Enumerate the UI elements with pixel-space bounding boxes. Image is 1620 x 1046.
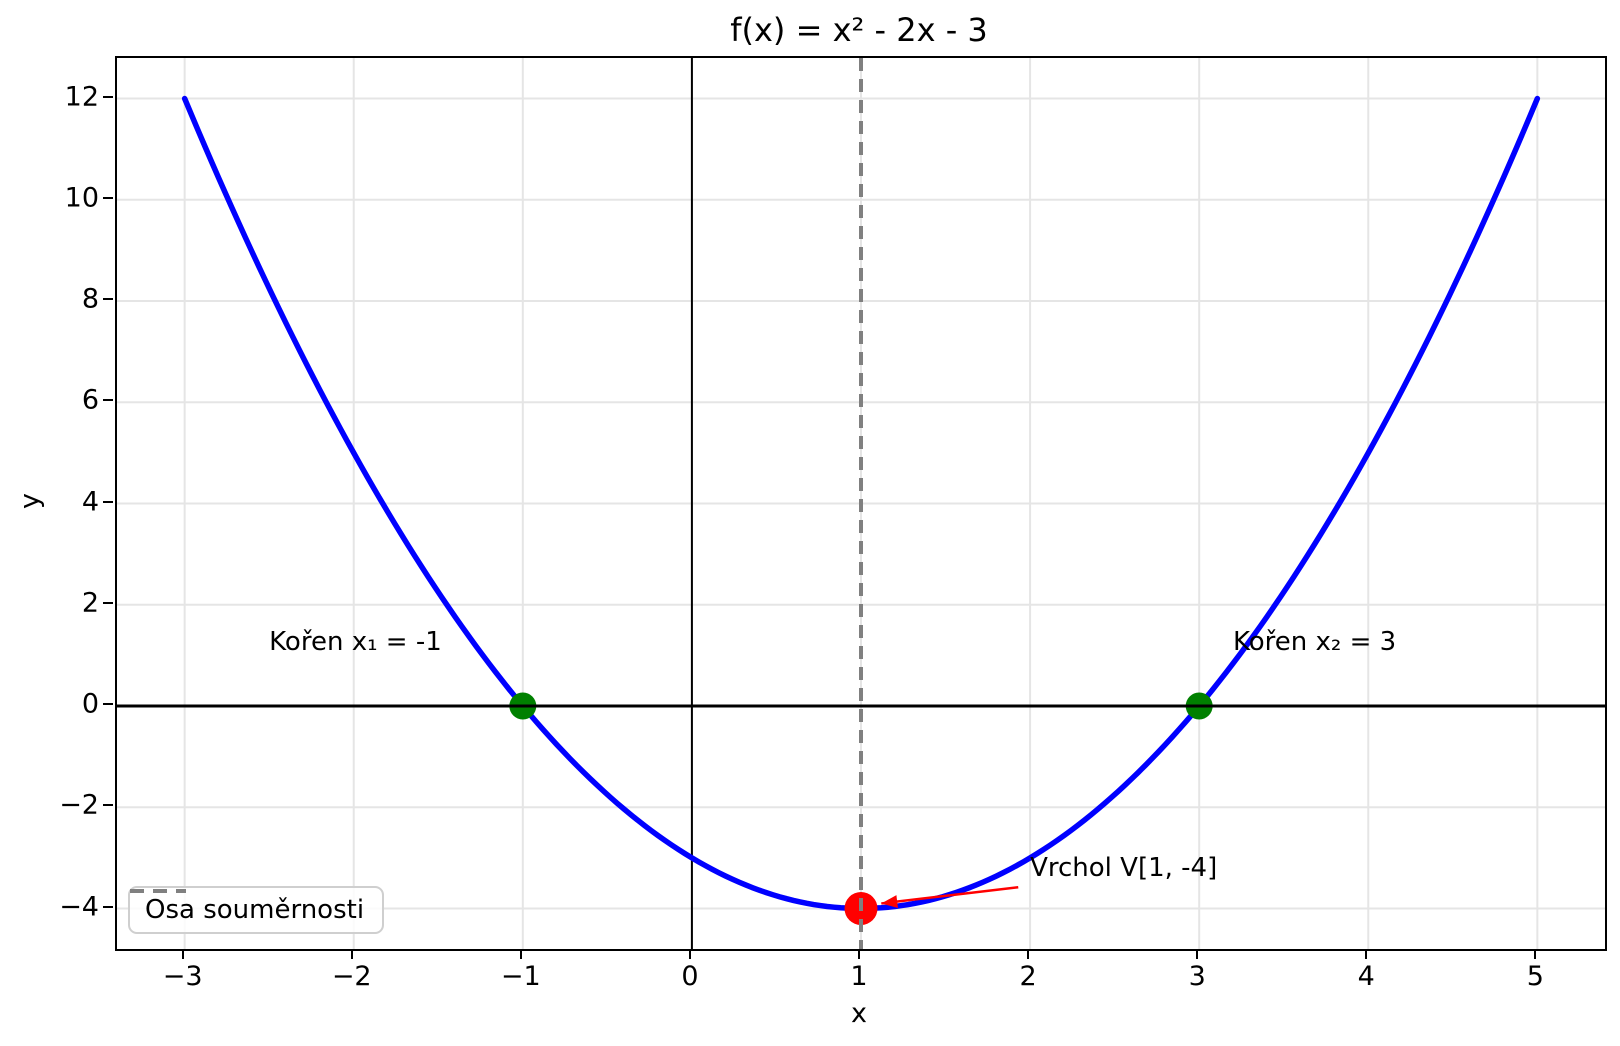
y-tick-mark: [103, 95, 113, 98]
legend: Osa souměrnosti: [128, 886, 385, 934]
dashed-line-sample-icon: [130, 889, 186, 893]
annotation-root1: Kořen x₁ = -1: [269, 627, 442, 658]
legend-label: Osa souměrnosti: [145, 895, 365, 925]
x-tick-label: −3: [162, 961, 203, 992]
y-tick-label: 0: [81, 688, 99, 720]
annotation-vertex: Vrchol V[1, -4]: [1030, 852, 1218, 883]
x-tick-label: 5: [1526, 961, 1544, 992]
y-tick-mark: [103, 298, 113, 300]
plot-area: Kořen x₁ = -1 Kořen x₂ = 3 Vrchol V[1, -…: [115, 56, 1607, 951]
annotation-root2: Kořen x₂ = 3: [1233, 627, 1397, 658]
y-tick-label: −2: [59, 789, 99, 821]
y-tick-mark: [103, 804, 113, 807]
chart-title: f(x) = x² - 2x - 3: [730, 11, 988, 49]
y-tick-label: 4: [81, 486, 99, 517]
y-tick-mark: [103, 196, 113, 199]
x-tick-label: 4: [1357, 961, 1375, 992]
x-tick-label: 0: [681, 961, 699, 992]
y-tick-mark: [103, 601, 113, 604]
x-tick-mark: [1196, 949, 1199, 959]
x-axis-label: x: [851, 998, 867, 1029]
x-tick-mark: [1534, 949, 1537, 959]
plot-svg: [117, 58, 1605, 949]
x-tick-mark: [688, 949, 691, 959]
y-tick-label: 2: [81, 587, 99, 619]
y-tick-label: 12: [64, 81, 99, 112]
x-tick-label: −1: [500, 961, 541, 992]
annotation-arrow-line: [881, 885, 1019, 905]
x-tick-label: 1: [850, 961, 868, 992]
x-tick-mark: [181, 949, 184, 959]
x-tick-label: 3: [1188, 961, 1206, 992]
y-tick-mark: [103, 399, 113, 402]
y-tick-mark: [103, 905, 113, 908]
y-axis-label: y: [14, 493, 46, 509]
x-tick-mark: [1365, 949, 1368, 959]
y-tick-label: 10: [64, 182, 99, 214]
y-tick-label: 8: [81, 283, 99, 315]
x-tick-mark: [519, 949, 522, 959]
y-tick-mark: [103, 703, 113, 705]
x-tick-mark: [858, 949, 860, 959]
y-tick-mark: [103, 500, 113, 503]
x-tick-mark: [1027, 949, 1030, 959]
annotation-arrowhead: [881, 895, 898, 909]
x-tick-label: −2: [331, 961, 372, 992]
x-tick-mark: [350, 949, 353, 959]
y-tick-label: −4: [59, 891, 99, 922]
x-tick-label: 2: [1019, 961, 1037, 992]
y-tick-label: 6: [81, 384, 99, 416]
